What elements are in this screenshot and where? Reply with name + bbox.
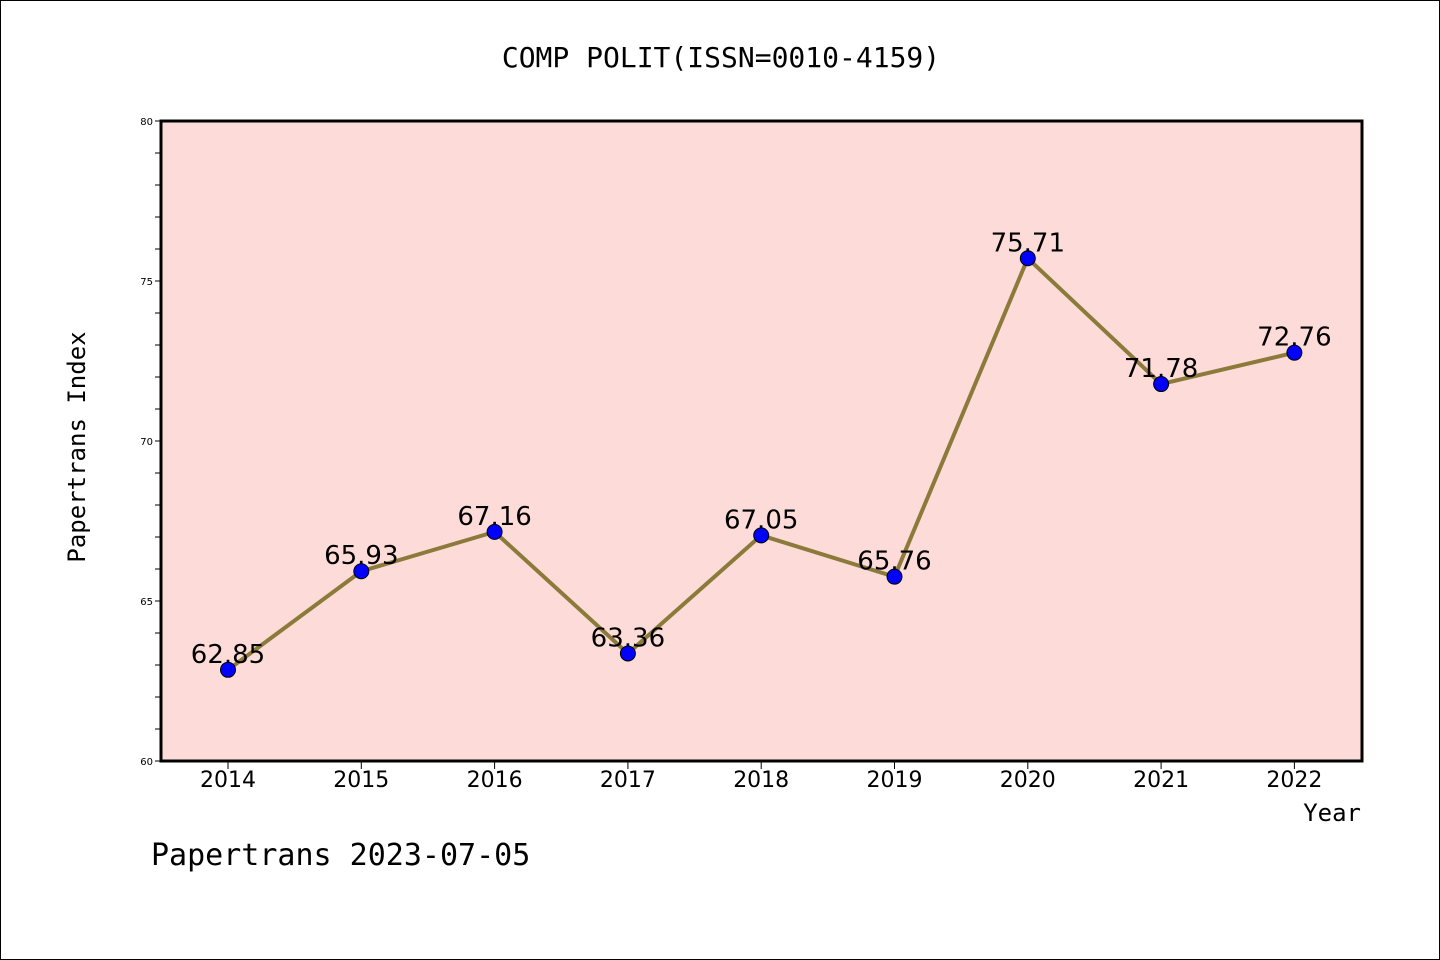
- data-point-label: 65.76: [857, 547, 931, 577]
- data-point-label: 67.16: [457, 502, 531, 532]
- data-point-marker: [886, 568, 903, 585]
- data-labels: 62.85 65.93 67.16 63.36 67.05 65.76 75.71 71.78…: [191, 228, 1332, 670]
- y-tick-label: 75: [140, 277, 153, 288]
- x-tick-label: 2018: [733, 768, 789, 793]
- data-point-marker: [1019, 250, 1036, 267]
- y-axis-label: Papertrans Index: [63, 331, 91, 562]
- data-point-label: 72.76: [1257, 323, 1331, 353]
- plot-area: [159, 119, 1364, 763]
- data-point-marker: [619, 645, 636, 662]
- y-tick-label: 70: [140, 437, 153, 448]
- x-tick-label: 2019: [867, 768, 923, 793]
- footer-caption: Papertrans 2023-07-05: [151, 838, 530, 873]
- x-tick-label: 2017: [600, 768, 656, 793]
- x-tick-label: 2020: [1000, 768, 1056, 793]
- x-tick-label: 2014: [200, 768, 256, 793]
- data-point-marker: [353, 563, 370, 580]
- y-tick-label: 80: [140, 117, 153, 128]
- data-point-label: 75.71: [991, 228, 1065, 258]
- data-point-marker: [753, 527, 770, 544]
- data-point-label: 67.05: [724, 505, 798, 535]
- x-tick-label: 2016: [467, 768, 523, 793]
- x-tick-label: 2021: [1133, 768, 1189, 793]
- data-point-marker: [1286, 344, 1303, 361]
- data-point-marker: [220, 661, 236, 678]
- data-point-marker: [1153, 376, 1170, 393]
- data-point-label: 62.85: [191, 640, 265, 670]
- x-axis-ticks: 2014 2015 2016 2017 2018 2019 2020 2021 2022: [200, 761, 1322, 793]
- data-point-label: 63.36: [591, 623, 665, 653]
- x-tick-label: 2015: [333, 768, 389, 793]
- data-point-label: 71.78: [1124, 354, 1198, 384]
- y-axis-ticks: 60 65 70 75 80: [140, 117, 161, 768]
- data-point-marker: [486, 523, 503, 540]
- data-markers: [220, 250, 1303, 678]
- y-tick-label: 65: [140, 597, 153, 608]
- data-point-label: 65.93: [324, 541, 398, 571]
- y-tick-label: 60: [140, 757, 153, 768]
- chart-title: COMP POLIT(ISSN=0010-4159): [502, 41, 940, 74]
- x-tick-label: 2022: [1266, 768, 1322, 793]
- x-axis-label: Year: [1303, 799, 1361, 827]
